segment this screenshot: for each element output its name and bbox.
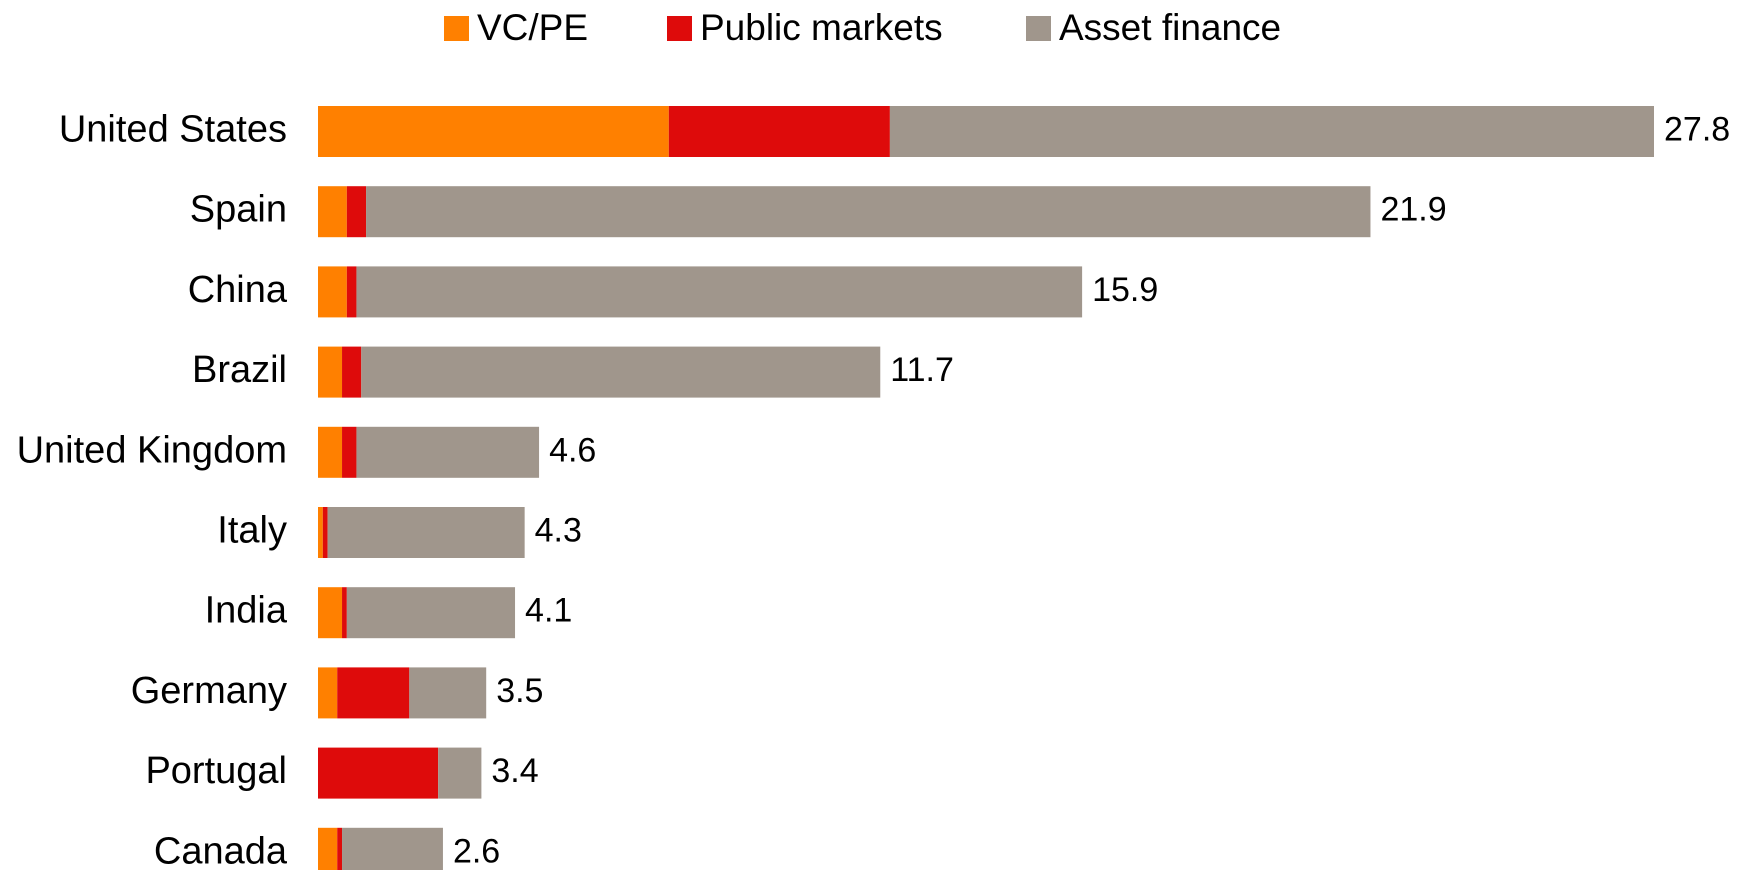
legend-swatch [667,16,692,41]
y-tick-label: Portugal [145,750,287,792]
bar-segment [409,667,487,719]
value-label: 27.8 [1664,110,1730,148]
bar-segment [318,106,669,157]
bar-segment [318,747,439,799]
value-label: 2.6 [453,832,500,870]
legend-swatch [444,16,469,41]
legend-swatch [1026,16,1051,41]
value-label: 15.9 [1092,271,1158,309]
y-tick-label: India [205,590,288,632]
bar-segment [668,106,890,157]
bar-segment [342,827,443,870]
bar-segment [361,346,881,398]
value-label: 21.9 [1380,191,1446,229]
bar-segment [318,426,343,478]
value-label: 4.6 [549,431,596,469]
y-tick-label: United States [59,109,287,151]
y-tick-label: Italy [217,510,287,552]
bar-segment [356,426,540,478]
value-label: 3.5 [496,672,543,710]
bar-segment [318,266,347,318]
bar-segment [318,346,343,398]
bar-segment [318,827,338,870]
bar-segment [318,587,343,639]
bar-segment [318,186,347,238]
legend-label: VC/PE [477,7,588,48]
bar-segment [342,346,362,398]
value-label: 3.4 [491,752,538,790]
bar-segment [337,827,343,870]
legend-label: Asset finance [1059,7,1281,48]
y-tick-label: Spain [190,189,287,231]
bar-segment [322,507,328,558]
y-tick-label: China [188,269,288,311]
bar-segment [346,587,516,639]
bar-segment [327,507,525,558]
y-tick-label: Germany [131,670,287,712]
y-tick-label: Brazil [192,349,287,391]
value-label: 11.7 [890,351,954,389]
bar-segment [346,186,367,238]
y-tick-label: Canada [154,830,288,870]
bar-segment [889,106,1654,157]
bar-segment [342,426,357,478]
bar-segment [438,747,482,799]
y-tick-label: United Kingdom [17,429,287,471]
bar-segment [318,507,323,558]
bar-segment [337,667,410,719]
bar-segment [342,587,347,639]
bar-segment [318,667,338,719]
bar-segment [366,186,1371,238]
value-label: 4.3 [535,511,582,549]
bar-segment [346,266,357,318]
bar-segment [356,266,1083,318]
value-label: 4.1 [525,592,572,630]
legend-label: Public markets [700,7,943,48]
